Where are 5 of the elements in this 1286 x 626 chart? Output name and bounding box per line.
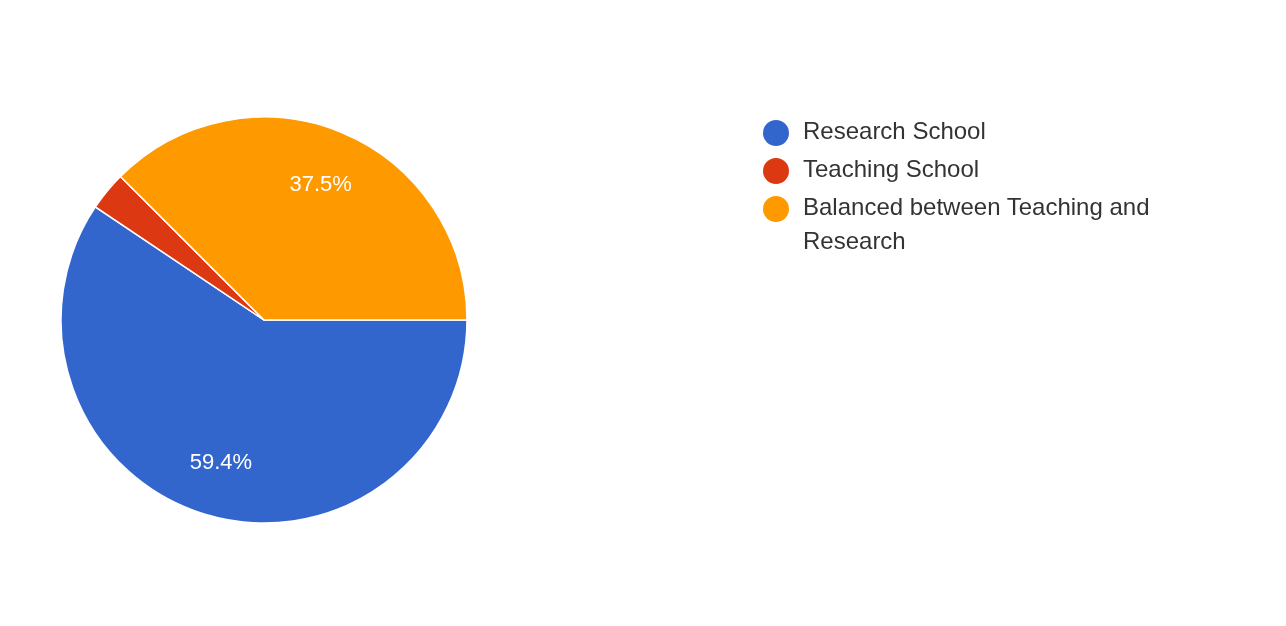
- data-label: 37.5%: [289, 170, 352, 196]
- data-label: 59.4%: [189, 449, 253, 475]
- legend-label: Teaching School: [803, 154, 980, 184]
- legend-label: Research School: [803, 116, 986, 146]
- legend-label: Balanced between Teaching and Research: [803, 192, 1151, 256]
